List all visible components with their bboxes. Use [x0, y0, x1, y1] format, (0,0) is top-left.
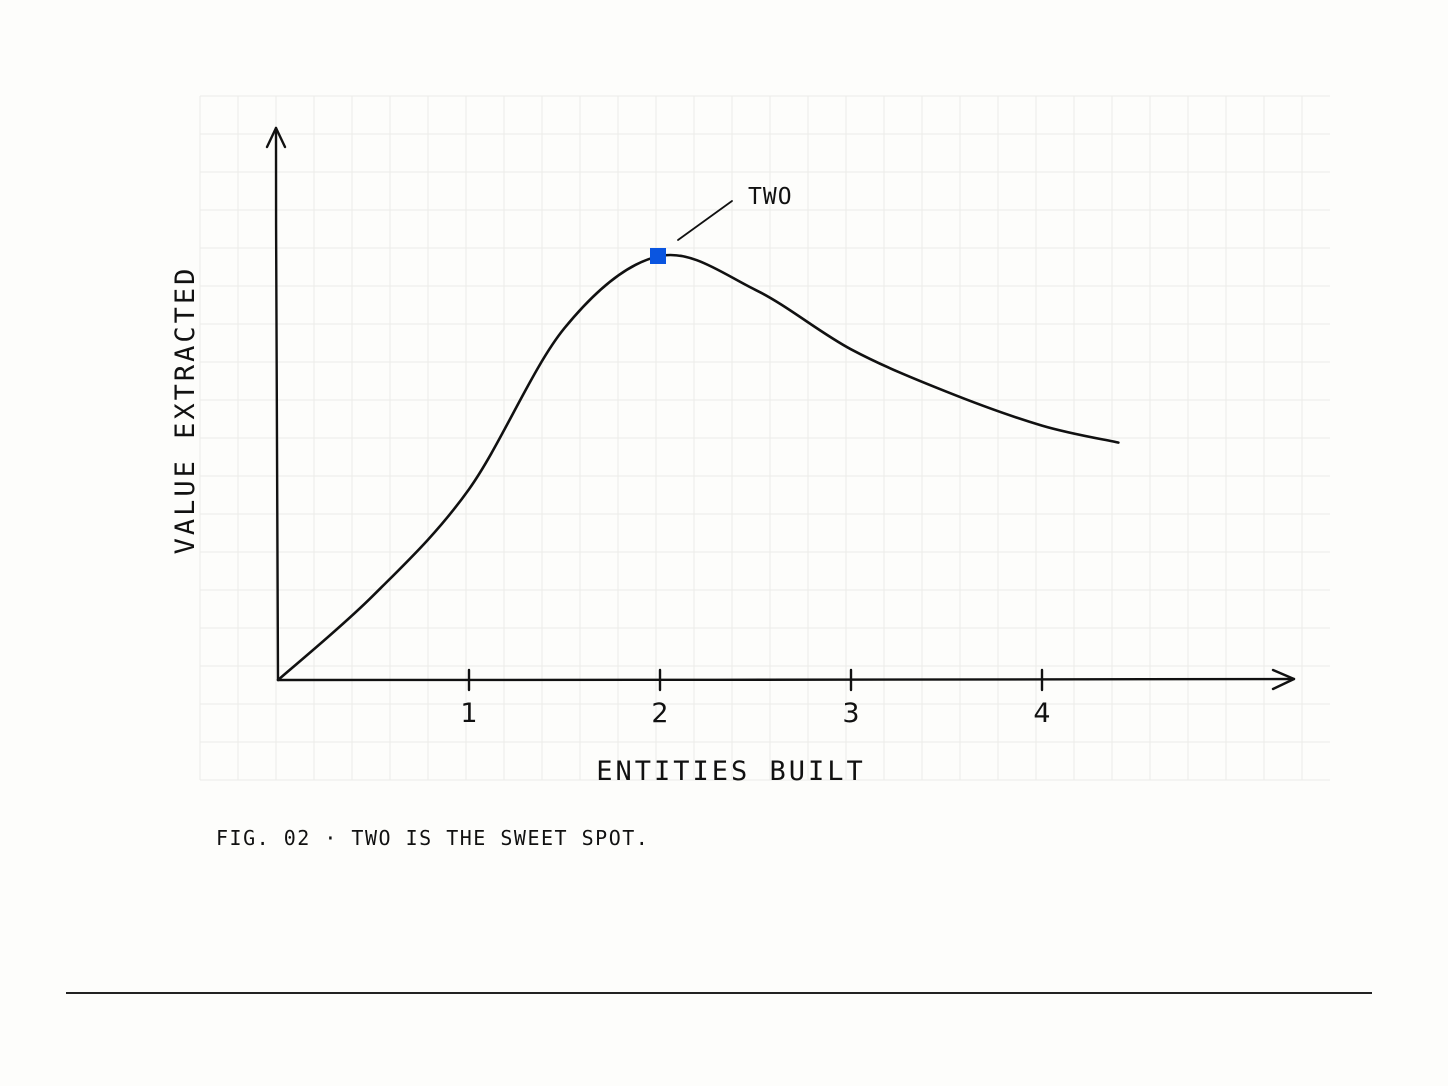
- y-axis-arrow: [265, 126, 287, 149]
- annotation-leader-line: [677, 200, 733, 241]
- x-ticks: 1 2 3 4: [460, 668, 1051, 729]
- x-tick-label-3: 3: [842, 698, 859, 729]
- x-tick-label-2: 2: [651, 698, 668, 729]
- peak-annotation: TWO: [677, 184, 793, 241]
- figure-caption: FIG. 02 · TWO IS THE SWEET SPOT.: [216, 826, 650, 850]
- x-tick-label-1: 1: [460, 698, 477, 729]
- x-axis-line: [276, 677, 1296, 682]
- x-axis-title: ENTITIES BUILT: [596, 756, 866, 787]
- horizontal-rule: [66, 992, 1372, 994]
- axes: [265, 126, 1296, 691]
- y-axis-line: [274, 126, 280, 682]
- series-line-0: [276, 253, 1120, 682]
- series-group: [276, 248, 1120, 682]
- annotation-label: TWO: [748, 184, 793, 210]
- x-tick-label-4: 4: [1033, 698, 1050, 729]
- background-grid: [199, 95, 1330, 781]
- peak-marker: [650, 248, 666, 264]
- y-axis-title: VALUE EXTRACTED: [170, 266, 201, 555]
- x-axis-arrow: [1271, 668, 1296, 691]
